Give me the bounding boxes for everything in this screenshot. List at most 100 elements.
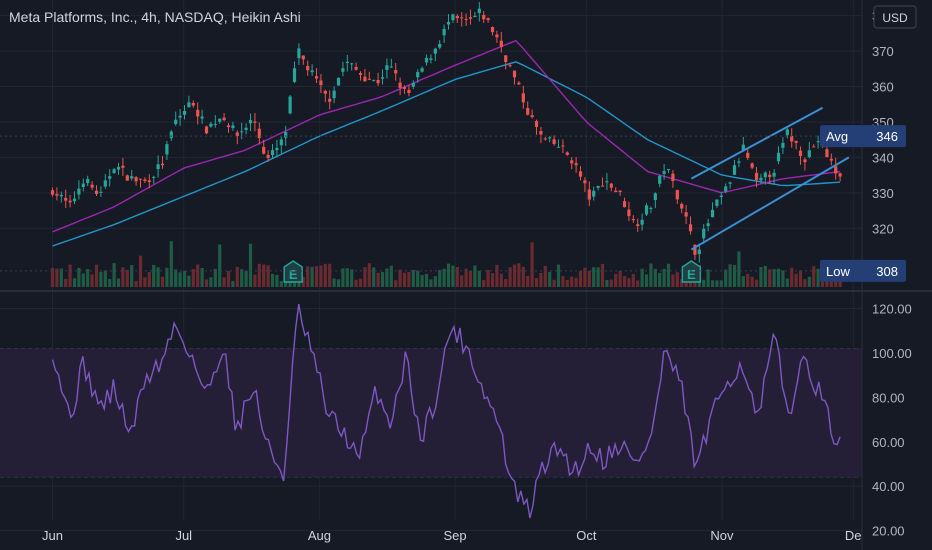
candle-body <box>693 244 697 255</box>
price-tick: 340 <box>872 150 894 165</box>
volume-bar <box>512 264 517 287</box>
candle-body <box>565 152 569 155</box>
price-tick: 320 <box>872 221 894 236</box>
volume-bar <box>99 271 103 287</box>
volume-bar <box>72 278 77 287</box>
volume-bar <box>702 279 706 287</box>
volume-bar <box>781 270 785 287</box>
candle-body <box>517 82 521 85</box>
candle-body <box>350 63 354 65</box>
price-tick: 360 <box>872 80 894 95</box>
candle-body <box>279 139 283 146</box>
candle-body <box>592 190 596 197</box>
volume-bar <box>759 267 763 287</box>
candle-body <box>81 183 85 188</box>
volume-bar <box>609 279 613 287</box>
volume-bar <box>81 273 85 287</box>
candle-body <box>552 139 556 144</box>
candle-body <box>385 65 389 70</box>
volume-bar <box>772 269 776 287</box>
volume-bar <box>798 270 803 287</box>
candle-body <box>86 178 90 184</box>
candle-body <box>499 40 503 47</box>
candle-body <box>160 163 165 166</box>
candle-body <box>671 173 675 181</box>
candle-body <box>174 119 178 125</box>
candle-body <box>495 34 499 38</box>
volume-bar <box>358 278 363 287</box>
candle-body <box>768 174 772 177</box>
volume-bar <box>724 269 728 287</box>
volume-bar <box>354 279 358 287</box>
candle-body <box>451 14 455 21</box>
volume-bar <box>222 277 226 287</box>
candle-body <box>424 57 429 63</box>
candle-body <box>468 17 473 19</box>
candle-body <box>596 185 600 188</box>
volume-bar <box>231 280 235 287</box>
volume-bar <box>372 267 376 287</box>
indicator-tick: 20.00 <box>872 524 905 539</box>
volume-bar <box>438 270 442 287</box>
volume-bar <box>411 269 415 287</box>
candle-body <box>649 207 653 209</box>
volume-bar <box>253 274 257 287</box>
candle-body <box>816 141 820 143</box>
time-axis-ticks: Jun Jul Aug Sep Oct Nov De <box>42 528 862 543</box>
indicator-series <box>51 303 841 519</box>
candle-body <box>248 119 253 124</box>
candle-body <box>191 103 195 106</box>
volume-bar <box>59 268 63 287</box>
candle-body <box>688 224 693 232</box>
candle-body <box>798 150 803 156</box>
volume-bar <box>728 264 732 287</box>
candle-body <box>103 180 107 187</box>
candle-body <box>244 127 248 130</box>
volume-bar <box>675 272 679 287</box>
candle-body <box>662 171 666 174</box>
candle-body <box>697 249 701 255</box>
candle-body <box>526 108 530 115</box>
volume-bar <box>807 276 811 287</box>
volume-bar <box>658 272 662 287</box>
volume-bar <box>587 270 591 287</box>
candle-body <box>587 189 591 200</box>
time-tick: Jul <box>175 528 192 543</box>
volume-bar <box>350 269 354 287</box>
volume-bar <box>794 273 798 287</box>
candle-body <box>702 228 706 239</box>
volume-bar <box>270 273 275 287</box>
candle-body <box>209 123 213 127</box>
candle-body <box>310 70 314 73</box>
volume-bar <box>424 273 429 287</box>
currency-badge[interactable] <box>873 5 917 29</box>
candle-body <box>429 58 433 61</box>
candle-body <box>94 190 99 194</box>
volume-bars <box>50 241 842 287</box>
volume-bar <box>64 278 68 287</box>
volume-bar <box>191 269 195 287</box>
volume-bar <box>719 280 723 287</box>
volume-bar <box>134 280 138 287</box>
trend-channel[interactable] <box>690 106 850 251</box>
volume-bar <box>644 274 649 287</box>
candle-body <box>112 169 116 174</box>
candle-body <box>710 209 715 218</box>
candle-body <box>59 194 63 197</box>
candle-body <box>143 179 147 182</box>
volume-bar <box>737 251 741 287</box>
candle-body <box>790 135 794 142</box>
volume-bar <box>790 267 794 287</box>
volume-bar <box>279 280 283 287</box>
candle-body <box>618 190 622 192</box>
candle-body <box>781 142 785 148</box>
candle-body <box>182 111 187 115</box>
candle-body <box>539 131 543 135</box>
candles <box>50 2 842 263</box>
volume-bar <box>803 279 807 287</box>
candle-body <box>420 68 424 72</box>
candle-body <box>336 77 341 86</box>
volume-bar <box>460 275 464 287</box>
